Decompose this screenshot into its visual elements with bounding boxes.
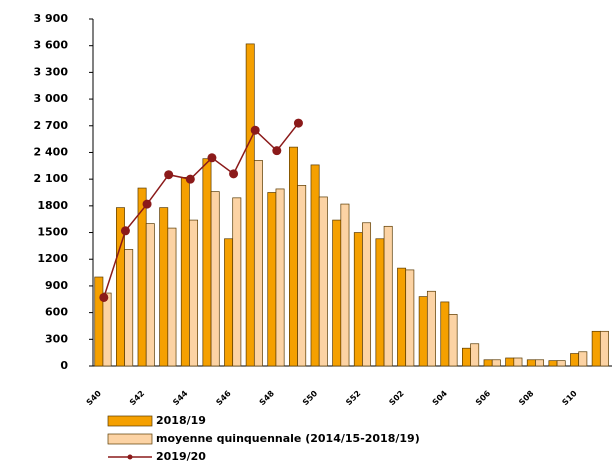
bar [383,225,393,367]
x-tick-label: S44 [171,389,190,408]
bar [189,219,199,367]
bar [353,232,363,367]
bar [491,359,501,367]
bar [180,177,190,367]
y-tick-label: 2 100 [34,172,69,185]
bar [418,296,428,367]
bar [253,160,263,367]
y-tick-label: 2 700 [34,119,69,132]
bar [267,192,277,367]
legend-swatch [107,433,153,445]
point [164,170,174,180]
bar [405,269,415,367]
bar [310,164,320,367]
point [293,118,303,128]
bar [232,197,242,367]
bar [505,357,515,367]
point [99,292,109,302]
bar [362,222,372,367]
bar [526,359,536,367]
bar [210,191,220,367]
x-tick-label: S10 [560,389,579,408]
bar [297,185,307,367]
y-tick-label: 600 [45,306,68,319]
x-tick-label: S08 [517,389,536,408]
bar [289,146,298,367]
y-tick-label: 3 300 [34,65,69,78]
bar [124,249,134,367]
bar [318,196,328,367]
bar [102,292,112,367]
bar [556,360,566,367]
bar [397,267,407,367]
legend-label: moyenne quinquennale (2014/15-2018/19) [156,432,420,445]
point [272,146,282,156]
bar [535,359,545,367]
y-tick-label: 3 000 [34,92,69,105]
bar [462,347,471,367]
bar [599,330,609,367]
y-tick-label: 3 600 [34,39,69,52]
bar [570,353,580,367]
y-tick-label: 1200 [37,252,68,265]
y-tick-label: 900 [45,279,68,292]
y-tick-label: 2 400 [34,145,69,158]
bar [591,330,601,367]
bar [470,343,480,367]
point [120,226,130,236]
bar [548,360,558,367]
y-tick-label: 300 [45,332,68,345]
y-tick-label: 3 900 [34,12,69,25]
line [103,122,300,298]
bar [340,203,350,367]
y-tick-label: 1500 [37,226,68,239]
bar [159,207,169,367]
bar [224,238,234,367]
bar [513,357,523,367]
bar [448,314,458,367]
bar [275,188,285,367]
y-tick-label: 1800 [37,199,68,212]
y-tick-label: 0 [60,359,68,372]
x-tick-label: S02 [387,389,405,407]
bar [578,351,588,367]
bar [483,359,493,367]
bar [245,43,255,367]
legend-label: 2018/19 [156,414,206,427]
point [250,125,260,135]
bar [375,238,385,367]
x-tick-label: S04 [431,389,450,408]
x-tick-label: S06 [474,389,493,408]
x-tick-label: S48 [258,389,277,408]
x-tick-label: S40 [85,389,104,408]
x-tick-label: S50 [301,389,320,408]
x-tick-label: S52 [344,389,362,407]
point [185,174,195,184]
legend-label: 2019/20 [156,450,206,463]
point [207,153,217,163]
point [142,199,152,209]
bar [167,227,177,367]
legend-marker [127,454,133,460]
bar [202,158,212,367]
legend-swatch [107,415,153,427]
bar [426,290,436,367]
bar [145,223,155,367]
bar [94,276,104,367]
x-tick-label: S42 [128,389,146,407]
x-tick-label: S46 [214,389,233,408]
bar [332,219,342,367]
point [229,169,239,179]
bar [440,301,450,367]
